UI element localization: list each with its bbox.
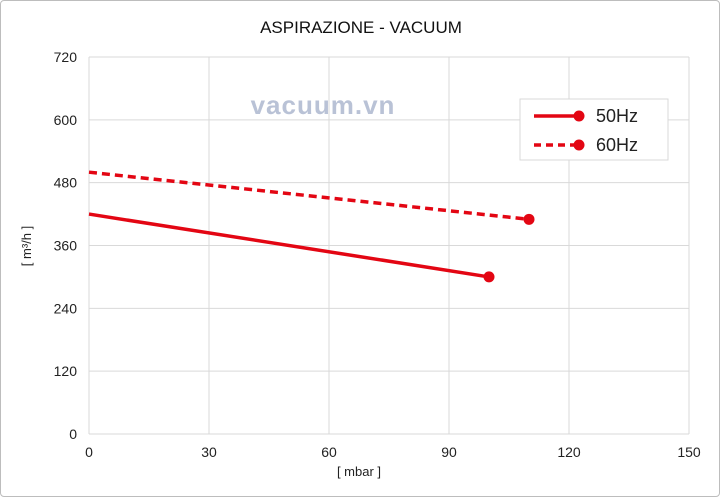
x-tick-label: 30 (201, 444, 217, 460)
x-tick-label: 120 (557, 444, 581, 460)
y-tick-label: 480 (54, 175, 78, 191)
y-tick-label: 120 (54, 363, 78, 379)
y-tick-labels: 0 120 240 360 480 600 720 (54, 49, 78, 442)
y-tick-label: 720 (54, 49, 78, 65)
series-group (88, 170, 535, 283)
legend-marker-50hz (573, 110, 585, 122)
series-line-50hz (88, 212, 490, 279)
y-tick-label: 360 (54, 238, 78, 254)
x-tick-label: 90 (441, 444, 457, 460)
chart-title: ASPIRAZIONE - VACUUM (260, 18, 462, 37)
y-tick-label: 0 (69, 426, 77, 442)
legend-marker-60hz (573, 139, 585, 151)
y-axis-label: [ m³/h ] (19, 226, 34, 266)
x-tick-labels: 0 30 60 90 120 150 (85, 444, 701, 460)
legend-label-60hz: 60Hz (596, 135, 638, 155)
watermark-text: vacuum.vn (251, 90, 396, 120)
x-tick-label: 0 (85, 444, 93, 460)
x-tick-label: 150 (677, 444, 701, 460)
legend-box (519, 98, 669, 161)
legend: 50Hz 60Hz (519, 98, 669, 161)
series-marker-50hz (483, 271, 495, 283)
series-line-60hz (88, 170, 530, 222)
y-tick-label: 600 (54, 112, 78, 128)
series-marker-60hz (523, 213, 535, 225)
x-axis-label: [ mbar ] (337, 464, 381, 479)
y-tick-label: 240 (54, 300, 78, 316)
legend-label-50hz: 50Hz (596, 106, 638, 126)
x-tick-label: 60 (321, 444, 337, 460)
